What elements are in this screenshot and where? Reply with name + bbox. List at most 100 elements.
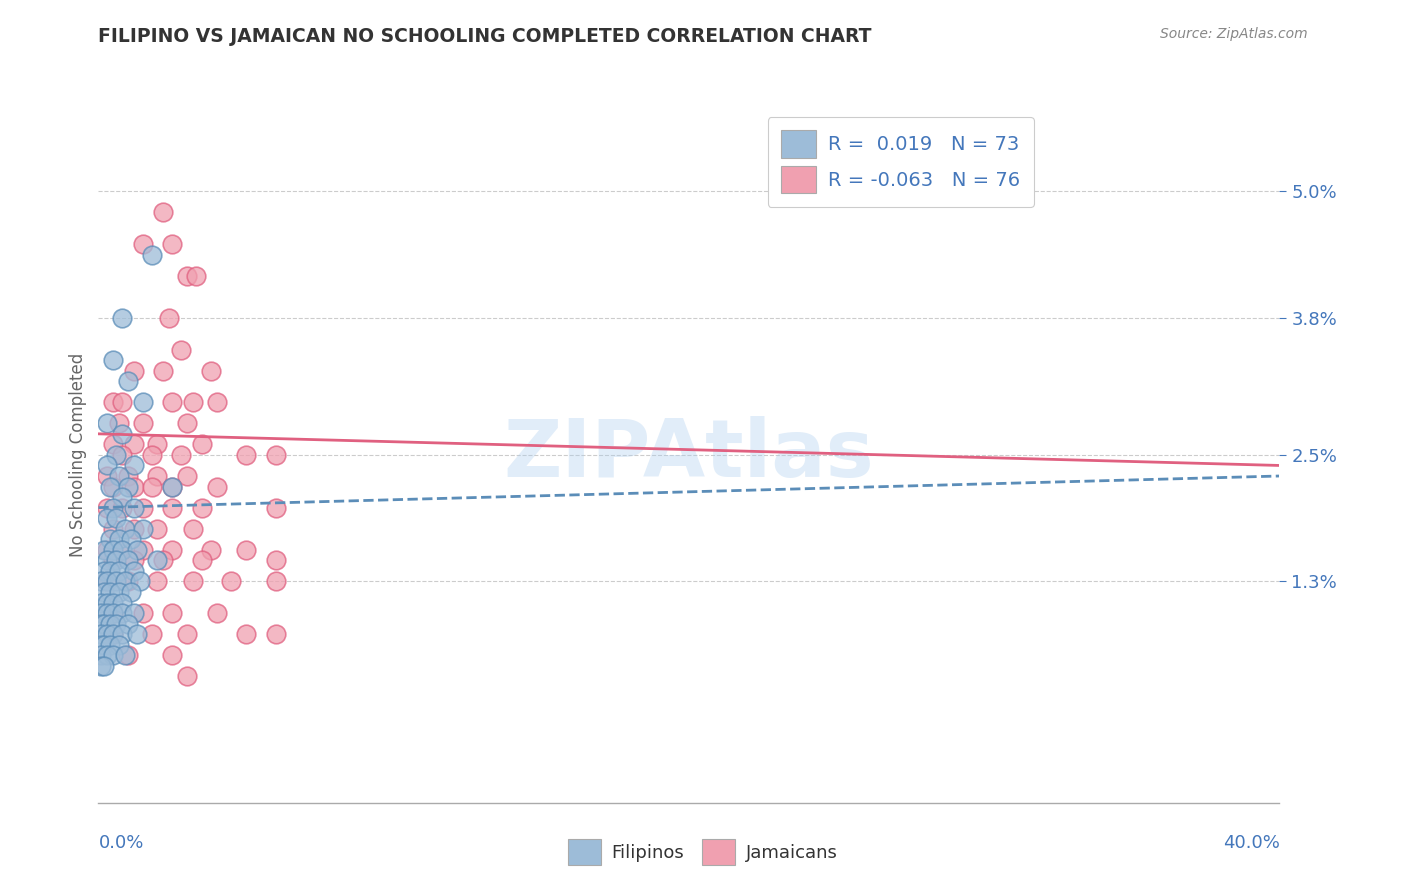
Point <box>111 426 134 441</box>
Point <box>117 574 139 589</box>
Point <box>111 490 134 504</box>
Point <box>122 564 145 578</box>
Point <box>205 395 228 409</box>
Point <box>103 606 125 620</box>
Point <box>191 500 214 515</box>
Point <box>152 205 174 219</box>
Point <box>176 627 198 641</box>
Point <box>96 574 118 589</box>
Point <box>103 437 125 451</box>
Point <box>117 469 139 483</box>
Point <box>111 595 134 609</box>
Point <box>191 437 214 451</box>
Y-axis label: No Schooling Completed: No Schooling Completed <box>69 353 87 557</box>
Point <box>181 395 204 409</box>
Point <box>96 500 118 515</box>
Legend: Filipinos, Jamaicans: Filipinos, Jamaicans <box>560 830 846 874</box>
Point <box>96 469 118 483</box>
Point <box>111 310 134 325</box>
Point <box>117 616 139 631</box>
Point <box>108 533 131 547</box>
Point <box>114 574 136 589</box>
Point <box>108 585 131 599</box>
Point <box>108 638 131 652</box>
Point <box>93 542 115 557</box>
Text: ZIPAtlas: ZIPAtlas <box>503 416 875 494</box>
Point <box>98 533 121 547</box>
Point <box>176 268 198 283</box>
Point <box>264 574 287 589</box>
Point <box>103 500 125 515</box>
Point <box>152 553 174 567</box>
Point <box>96 574 118 589</box>
Point <box>105 511 128 525</box>
Point <box>122 437 145 451</box>
Point <box>141 627 163 641</box>
Text: FILIPINO VS JAMAICAN NO SCHOOLING COMPLETED CORRELATION CHART: FILIPINO VS JAMAICAN NO SCHOOLING COMPLE… <box>98 27 872 45</box>
Point <box>122 606 145 620</box>
Point <box>152 363 174 377</box>
Point <box>132 522 155 536</box>
Point <box>111 542 134 557</box>
Point <box>122 363 145 377</box>
Point <box>90 658 112 673</box>
Point <box>111 448 134 462</box>
Point <box>108 469 131 483</box>
Point <box>141 247 163 261</box>
Point <box>132 237 155 252</box>
Point <box>111 606 134 620</box>
Point <box>162 479 183 493</box>
Point <box>176 669 198 683</box>
Point <box>200 542 222 557</box>
Point <box>96 458 118 473</box>
Point <box>108 564 131 578</box>
Point <box>181 574 204 589</box>
Point <box>90 616 112 631</box>
Point <box>181 522 204 536</box>
Point <box>120 585 142 599</box>
Point <box>122 479 145 493</box>
Point <box>103 522 125 536</box>
Point <box>122 500 145 515</box>
Point <box>114 522 136 536</box>
Point <box>103 606 125 620</box>
Point <box>93 616 115 631</box>
Point <box>162 648 183 663</box>
Point <box>96 606 118 620</box>
Point <box>162 606 183 620</box>
Point <box>132 542 155 557</box>
Point <box>146 522 169 536</box>
Point <box>162 542 183 557</box>
Point <box>157 310 180 325</box>
Point <box>235 627 257 641</box>
Point <box>176 417 198 431</box>
Point <box>98 479 121 493</box>
Point <box>125 627 148 641</box>
Point <box>146 437 169 451</box>
Point <box>98 616 121 631</box>
Legend: R =  0.019   N = 73, R = -0.063   N = 76: R = 0.019 N = 73, R = -0.063 N = 76 <box>768 117 1033 207</box>
Point <box>93 564 115 578</box>
Point <box>264 448 287 462</box>
Point <box>90 606 112 620</box>
Text: 40.0%: 40.0% <box>1223 834 1279 852</box>
Point <box>96 595 118 609</box>
Point <box>98 585 121 599</box>
Point <box>162 500 183 515</box>
Point <box>132 417 155 431</box>
Point <box>162 395 183 409</box>
Point <box>146 469 169 483</box>
Point <box>141 448 163 462</box>
Point <box>111 500 134 515</box>
Point <box>96 627 118 641</box>
Point <box>90 648 112 663</box>
Point <box>125 542 148 557</box>
Text: Source: ZipAtlas.com: Source: ZipAtlas.com <box>1160 27 1308 41</box>
Point <box>96 417 118 431</box>
Point <box>235 448 257 462</box>
Point <box>103 395 125 409</box>
Point <box>146 553 169 567</box>
Point <box>205 606 228 620</box>
Point <box>96 553 118 567</box>
Point <box>103 553 125 567</box>
